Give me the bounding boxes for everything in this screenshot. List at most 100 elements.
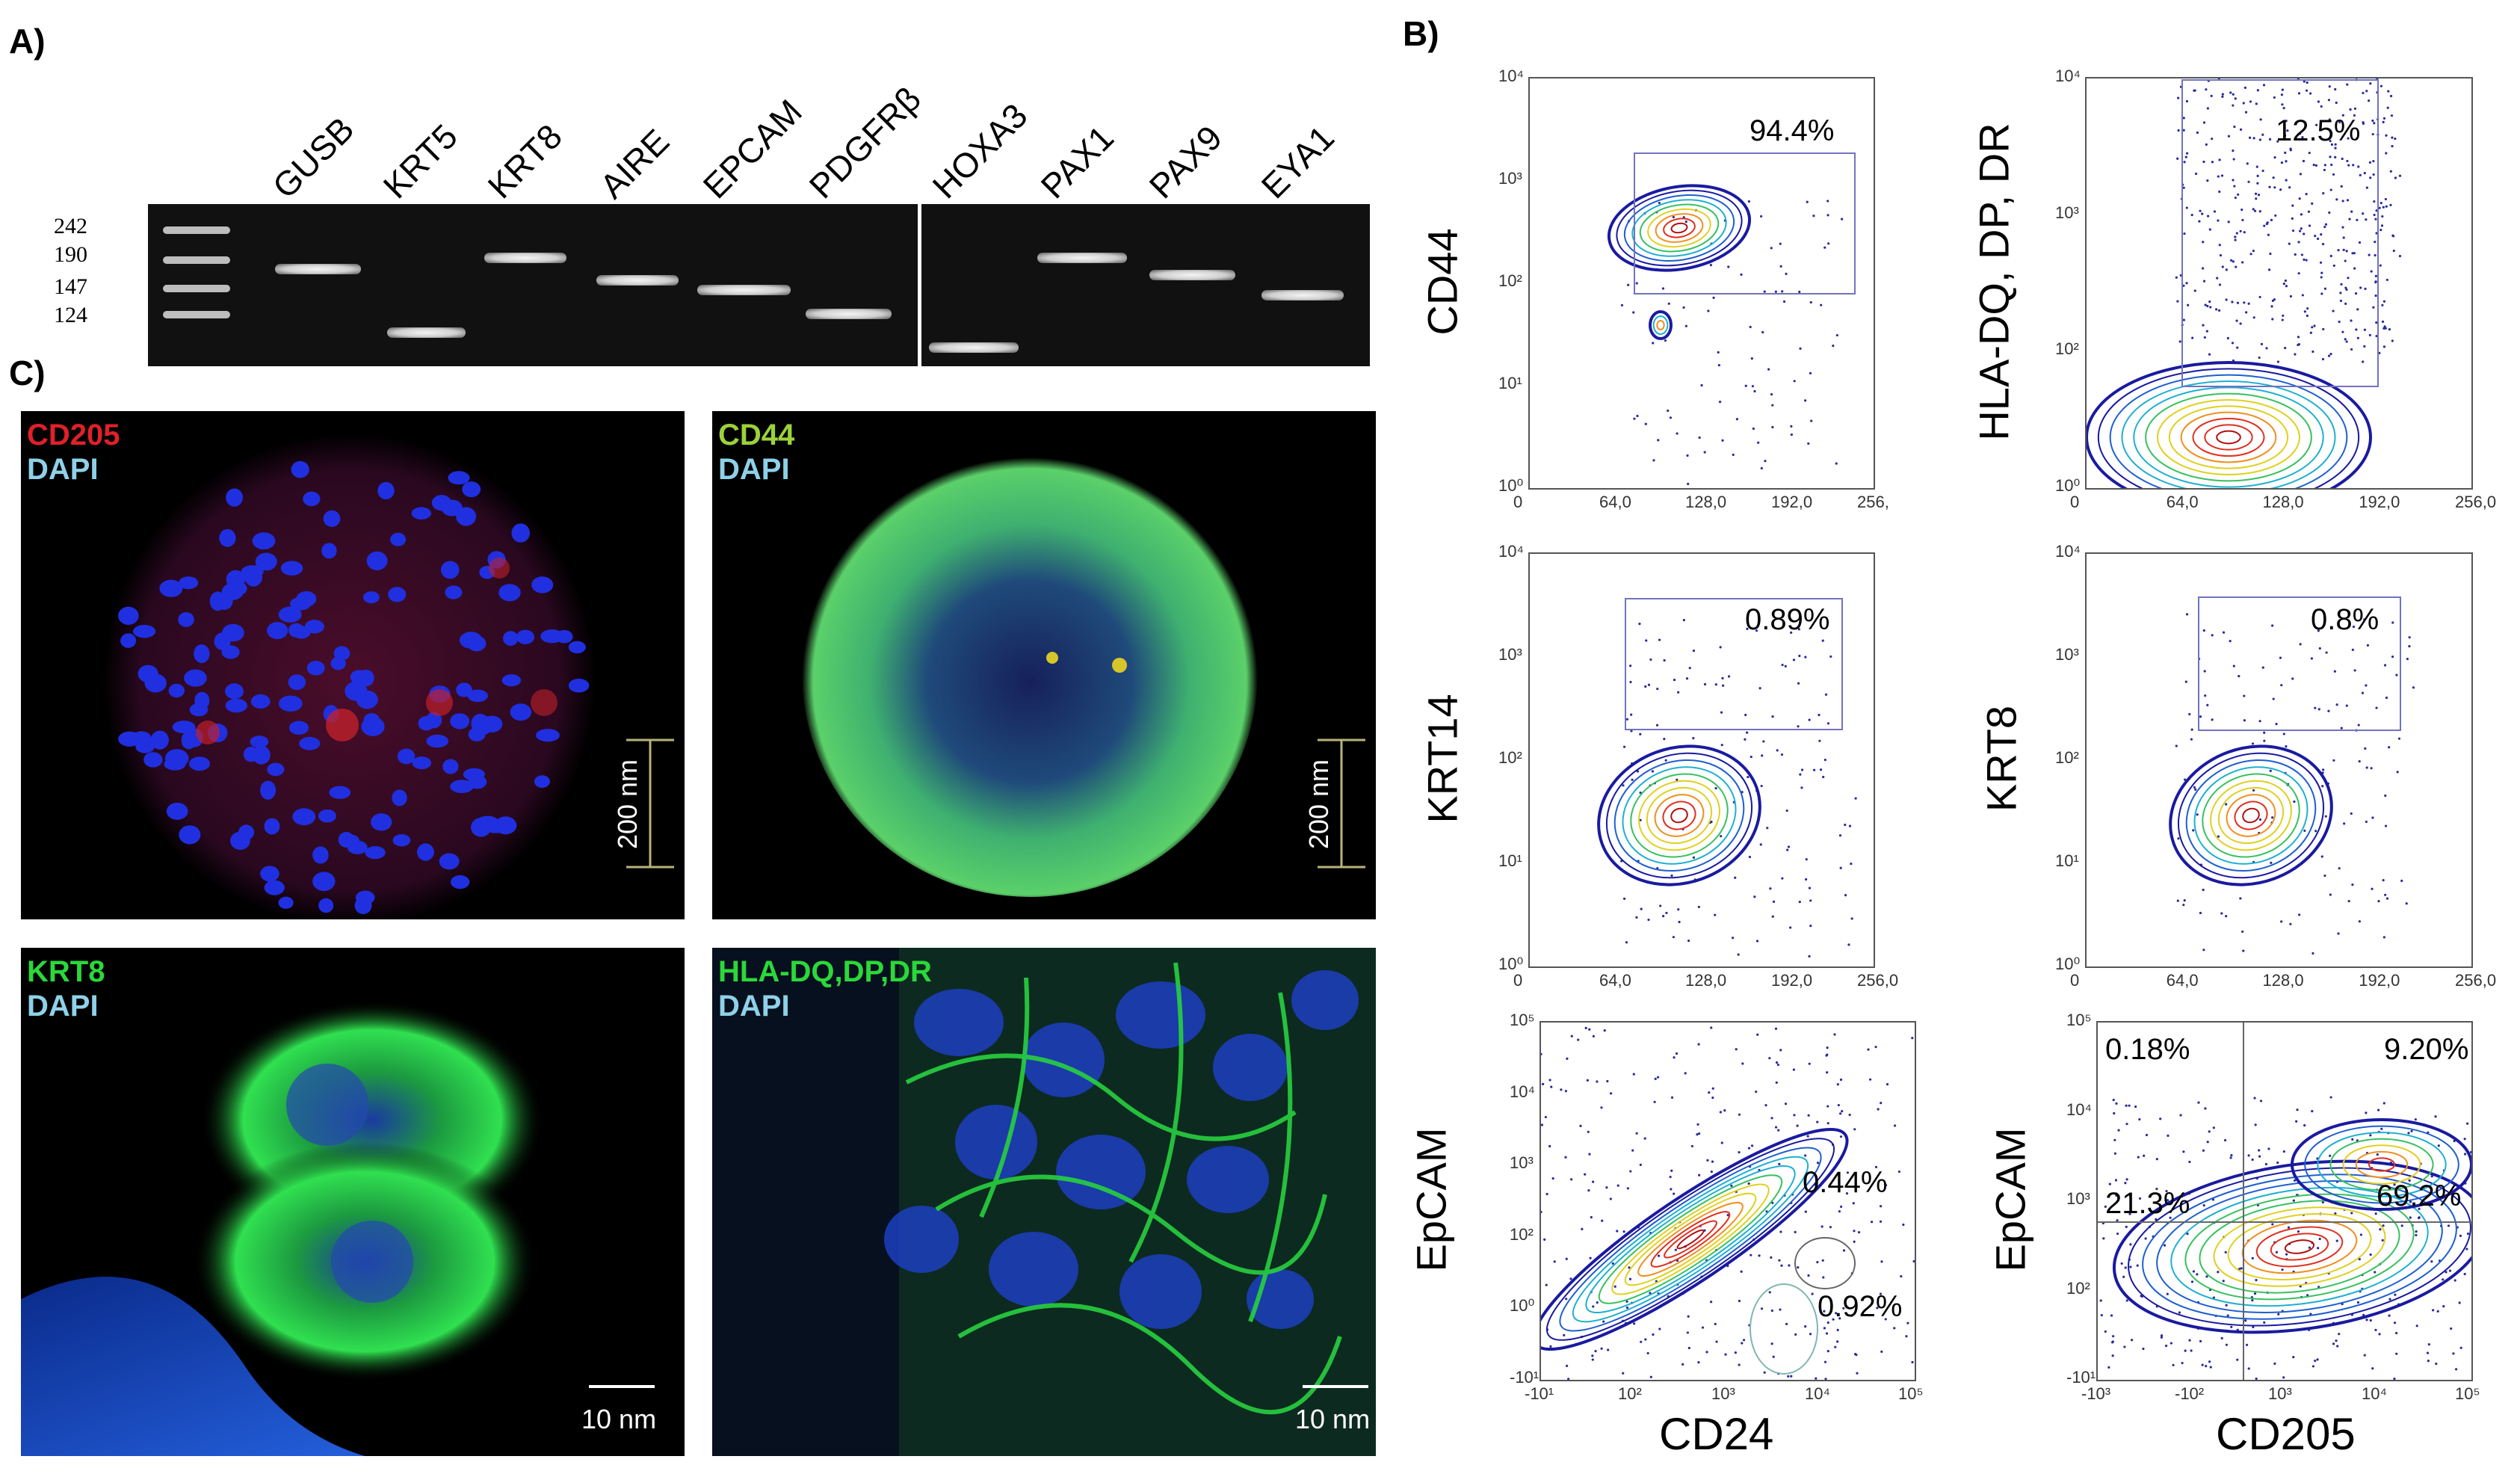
event-dot <box>2258 1149 2261 1152</box>
event-dot <box>2297 343 2300 347</box>
density-contour <box>1670 222 1688 234</box>
event-dot <box>1752 427 1755 431</box>
event-dot <box>2220 1336 2223 1339</box>
dapi-nucleus <box>397 748 416 765</box>
event-dot <box>1868 1078 1872 1081</box>
event-dot <box>1826 1350 1829 1353</box>
event-dot <box>2217 1271 2220 1274</box>
event-dot <box>2183 161 2186 164</box>
dapi-nucleus <box>250 736 269 748</box>
event-dot <box>2166 1292 2169 1295</box>
event-dot <box>2239 322 2242 325</box>
event-dot <box>1839 866 1842 869</box>
event-dot <box>1755 1090 1758 1094</box>
event-dot <box>2305 89 2309 92</box>
event-dot <box>2329 893 2332 896</box>
event-dot <box>2324 223 2328 226</box>
event-dot <box>1587 1188 1590 1192</box>
event-dot <box>2204 303 2207 306</box>
gel-band-pax1 <box>1037 253 1127 263</box>
density-contour <box>1613 759 1745 872</box>
event-dot <box>2384 893 2387 896</box>
event-dot <box>1616 1184 1619 1187</box>
event-dot <box>1710 1026 1713 1029</box>
event-dot <box>1542 1082 1545 1085</box>
dapi-nucleus <box>456 682 472 697</box>
event-dot <box>1707 309 1710 312</box>
event-dot <box>2415 1230 2418 1233</box>
event-dot <box>2365 766 2368 769</box>
event-dot <box>1740 273 1743 276</box>
gel-lane-label: PAX1 <box>1033 117 1122 206</box>
y-tick-label: 10² <box>2055 339 2079 359</box>
x-tick-label: 256,0 <box>2455 493 2497 511</box>
event-dot <box>1776 1063 1780 1067</box>
event-dot <box>1692 737 1695 740</box>
dapi-nucleus <box>377 481 395 500</box>
event-dot <box>1897 1170 1900 1174</box>
event-dot <box>2340 185 2343 188</box>
event-dot <box>1775 1061 1779 1064</box>
event-dot <box>2255 165 2258 168</box>
event-dot <box>1836 1083 1839 1086</box>
event-dot <box>2350 348 2353 351</box>
gel-lane-label: AIRE <box>592 121 677 206</box>
event-dot <box>2383 325 2386 328</box>
event-dot <box>1790 631 1793 634</box>
gate-ellipse <box>1750 1283 1818 1375</box>
dapi-nucleus <box>250 694 271 709</box>
event-dot <box>2311 1110 2314 1113</box>
event-dot <box>2292 1355 2295 1359</box>
x-tick-label: 10³ <box>1711 1384 1735 1403</box>
event-dot <box>2232 93 2235 96</box>
event-dot <box>2251 1299 2254 1302</box>
event-dot <box>2336 1345 2339 1348</box>
event-dot <box>2317 237 2320 241</box>
event-dot <box>1761 754 1764 757</box>
event-dot <box>2271 816 2274 819</box>
event-dot <box>1672 215 1675 219</box>
event-dot <box>2395 1352 2398 1355</box>
event-dot <box>2276 140 2279 143</box>
event-dot <box>1605 1186 1608 1189</box>
event-dot <box>2470 1150 2473 1153</box>
event-dot <box>1687 482 1690 485</box>
event-dot <box>2328 85 2331 88</box>
event-dot <box>2191 336 2194 339</box>
dapi-nucleus <box>288 721 309 735</box>
event-dot <box>2193 89 2196 92</box>
event-dot <box>1811 1292 1814 1295</box>
event-dot <box>2435 1362 2438 1366</box>
event-dot <box>2256 174 2259 178</box>
event-dot <box>1823 1360 1827 1363</box>
event-dot <box>2238 675 2240 678</box>
event-dot <box>2364 747 2367 750</box>
y-axis-label: CD44 <box>1418 228 1466 336</box>
event-dot <box>1584 1173 1587 1176</box>
event-dot <box>1636 770 1640 773</box>
event-dot <box>2365 186 2368 189</box>
event-dot <box>2258 210 2261 213</box>
event-dot <box>2382 120 2385 123</box>
event-dot <box>2377 1108 2380 1111</box>
density-contour <box>2216 430 2241 445</box>
event-dot <box>2373 200 2376 203</box>
dapi-nucleus <box>450 713 470 730</box>
event-dot <box>2409 1216 2412 1219</box>
event-dot <box>2134 1105 2137 1108</box>
event-dot <box>2264 1162 2268 1166</box>
event-dot <box>1880 1260 1883 1263</box>
dapi-nucleus <box>321 543 337 559</box>
event-dot <box>2300 253 2303 256</box>
density-contour <box>1630 773 1729 858</box>
event-dot <box>2111 1354 2114 1357</box>
y-tick-label: 10² <box>1510 1224 1534 1244</box>
dapi-nucleus <box>459 632 483 649</box>
event-dot <box>2314 164 2318 167</box>
event-dot <box>2375 334 2378 338</box>
event-dot <box>2217 835 2220 838</box>
event-dot <box>2305 192 2308 196</box>
event-dot <box>2335 101 2338 105</box>
event-dot <box>1853 1352 1857 1356</box>
event-dot <box>1842 1307 1845 1310</box>
